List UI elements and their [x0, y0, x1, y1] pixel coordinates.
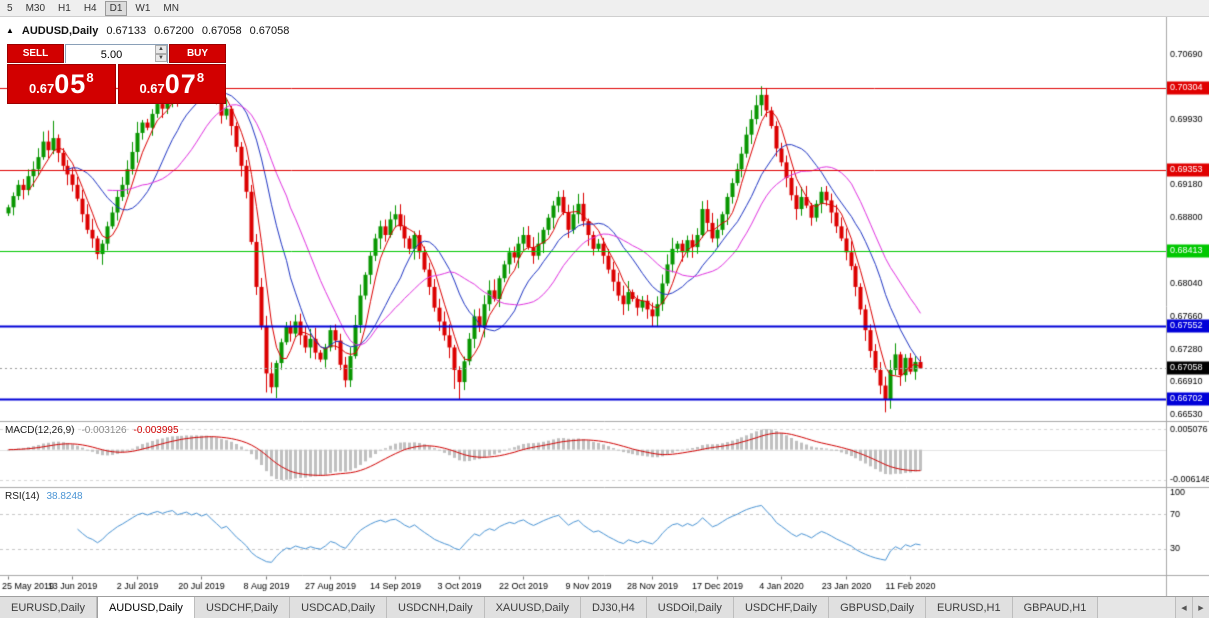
macd-indicator-label: MACD(12,26,9) -0.003126 -0.003995	[5, 425, 179, 436]
one-click-trading-panel: SELL ▲ ▼ BUY 0.67 05 8 0.67 07 8	[7, 44, 226, 104]
buy-price-pip: 8	[196, 70, 205, 85]
symbol-period-label: AUDUSD,Daily	[21, 25, 99, 37]
one-click-collapse-icon[interactable]: ▲	[6, 26, 14, 35]
rsi-name: RSI(14)	[5, 491, 40, 502]
chart-tabs: EURUSD,Daily AUDUSD,Daily USDCHF,Daily USDC…	[0, 597, 1175, 618]
timeframe-button-h1[interactable]: H1	[58, 2, 71, 14]
rsi-indicator-label: RSI(14) 38.8248	[5, 491, 83, 502]
tab-scroll-left-button[interactable]: ◀	[1175, 597, 1192, 618]
ohlc-low: 0.67058	[201, 25, 242, 37]
sell-price-pip: 8	[86, 70, 94, 85]
timeframe-button-h4[interactable]: H4	[83, 2, 97, 14]
volume-spinbox: ▲ ▼	[65, 44, 168, 64]
macd-main-value: -0.003126	[81, 425, 127, 436]
buy-price-button[interactable]: 0.67 07 8	[117, 64, 226, 104]
sell-price-big: 05	[54, 69, 87, 99]
sell-button[interactable]: SELL	[7, 44, 64, 63]
chart-tab-usdcad-daily[interactable]: USDCAD,Daily	[290, 597, 388, 618]
macd-name: MACD(12,26,9)	[5, 425, 75, 436]
price-chart-canvas[interactable]	[0, 17, 1209, 596]
tab-scroll-right-button[interactable]: ▶	[1192, 597, 1209, 618]
chart-tabs-bar: EURUSD,Daily AUDUSD,Daily USDCHF,Daily USDC…	[0, 596, 1209, 618]
sell-price-prefix: 0.67	[28, 81, 55, 96]
timeframe-button-m30[interactable]: M30	[25, 2, 46, 14]
tab-scroll-arrows: ◀ ▶	[1175, 597, 1209, 618]
chart-tab-usdoil-daily[interactable]: USDOil,Daily	[646, 597, 734, 618]
ohlc-high: 0.67200	[154, 25, 194, 37]
rsi-value: 38.8248	[46, 491, 83, 502]
chart-tab-xauusd-daily[interactable]: XAUUSD,Daily	[484, 597, 581, 618]
volume-up-button[interactable]: ▲	[155, 45, 167, 54]
volume-down-button[interactable]: ▼	[155, 53, 167, 62]
chart-tab-gbpaud-h1[interactable]: GBPAUD,H1	[1012, 597, 1099, 618]
macd-signal-value: -0.003995	[133, 425, 179, 436]
chart-tab-usdcnh-daily[interactable]: USDCNH,Daily	[387, 597, 485, 618]
sell-price-button[interactable]: 0.67 05 8	[7, 64, 116, 104]
chart-tab-usdchf-daily[interactable]: USDCHF,Daily	[194, 597, 291, 618]
chart-tab-gbpusd-daily[interactable]: GBPUSD,Daily	[829, 597, 927, 618]
chart-tab-eurusd-daily[interactable]: EURUSD,Daily	[0, 597, 97, 618]
buy-button[interactable]: BUY	[169, 44, 226, 63]
chart-tab-eurusd-h1[interactable]: EURUSD,H1	[926, 597, 1013, 618]
chart-title: ▲ AUDUSD,Daily 0.67133 0.67200 0.67058 0…	[6, 25, 289, 37]
ohlc-close: 0.67058	[249, 25, 290, 37]
chart-tab-audusd-daily[interactable]: AUDUSD,Daily	[96, 597, 195, 618]
buy-price-big: 07	[164, 69, 197, 99]
timeframe-toolbar: 5 M30 H1 H4 D1 W1 MN	[0, 0, 1209, 17]
chart-region: ▲ AUDUSD,Daily 0.67133 0.67200 0.67058 0…	[0, 17, 1209, 596]
timeframe-button-d1[interactable]: D1	[104, 0, 128, 16]
ohlc-open: 0.67133	[106, 25, 147, 37]
chart-tab-usdchf-daily[interactable]: USDCHF,Daily	[733, 597, 830, 618]
chart-tab-dj30-h4[interactable]: DJ30,H4	[580, 597, 647, 618]
timeframe-button-mn[interactable]: MN	[163, 2, 179, 14]
timeframe-button-5[interactable]: 5	[7, 2, 13, 14]
buy-price-prefix: 0.67	[139, 81, 165, 96]
volume-input[interactable]	[66, 46, 167, 64]
timeframe-button-w1[interactable]: W1	[135, 2, 151, 14]
